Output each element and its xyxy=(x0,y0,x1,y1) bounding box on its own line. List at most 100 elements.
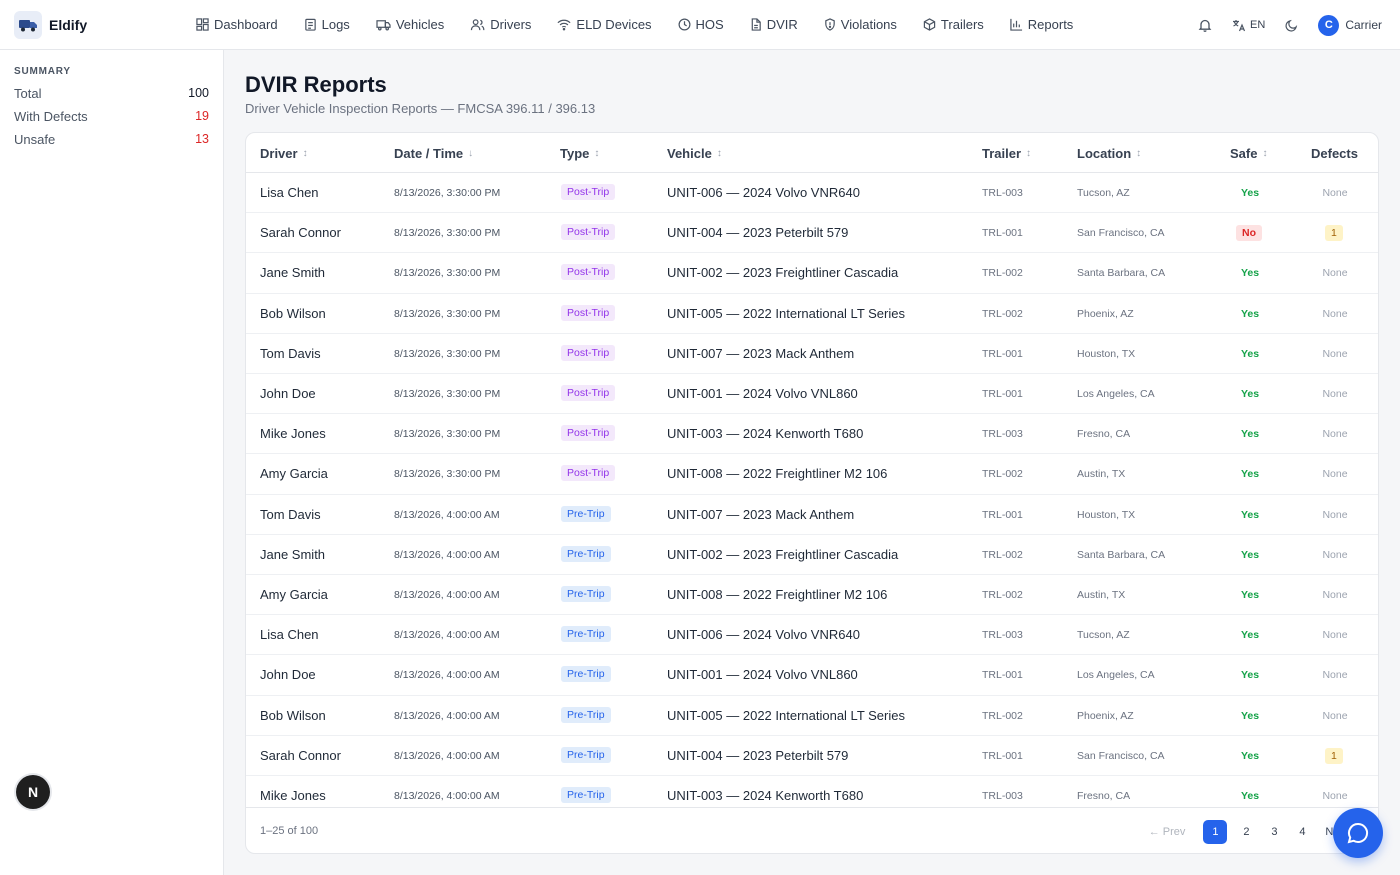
table-row[interactable]: Tom Davis 8/13/2026, 3:30:00 PM Post-Trip U… xyxy=(246,334,1378,374)
table-row[interactable]: Bob Wilson 8/13/2026, 3:30:00 PM Post-Trip… xyxy=(246,294,1378,334)
users-icon xyxy=(471,19,485,31)
defects-count: None xyxy=(1322,709,1348,722)
table-row[interactable]: Tom Davis 8/13/2026, 4:00:00 AM Pre-Trip UN… xyxy=(246,495,1378,535)
table-row[interactable]: Lisa Chen 8/13/2026, 4:00:00 AM Pre-Trip UN… xyxy=(246,615,1378,656)
cell-location: Santa Barbara, CA xyxy=(1077,548,1166,561)
nav-dashboard[interactable]: Dashboard xyxy=(196,17,278,32)
nav-reports[interactable]: Reports xyxy=(1010,17,1073,32)
page-button-3[interactable]: 3 xyxy=(1271,826,1278,838)
page-button-2[interactable]: 2 xyxy=(1243,826,1250,838)
nav-vehicles[interactable]: Vehicles xyxy=(376,17,444,32)
table-row[interactable]: Sarah Connor 8/13/2026, 3:30:00 PM Post-Tr… xyxy=(246,213,1378,254)
account-menu[interactable]: C Carrier xyxy=(1318,14,1382,36)
table-row[interactable]: Sarah Connor 8/13/2026, 4:00:00 AM Pre-Tri… xyxy=(246,736,1378,776)
cell-vehicle: UNIT-003 — 2024 Kenworth T680 xyxy=(667,788,864,803)
page-button-4[interactable]: 4 xyxy=(1299,826,1306,838)
nav-dvir[interactable]: DVIR xyxy=(750,17,798,32)
summary-total-value: 100 xyxy=(188,86,209,100)
header-driver[interactable]: Driver ↕ xyxy=(260,146,308,161)
dvir-table-card: Driver ↕ Date / Time ↓ Type ↕ Vehicle ↕ Trai… xyxy=(245,132,1379,854)
nextjs-dev-badge[interactable]: N xyxy=(16,775,50,809)
nav-trailers[interactable]: Trailers xyxy=(923,17,984,32)
summary-total-label: Total xyxy=(14,86,42,101)
nav-vehicles-label: Vehicles xyxy=(395,17,445,32)
table-row[interactable]: Amy Garcia 8/13/2026, 3:30:00 PM Post-Trip… xyxy=(246,454,1378,495)
cell-vehicle: UNIT-003 — 2024 Kenworth T680 xyxy=(667,426,864,442)
language-switcher[interactable]: EN xyxy=(1232,19,1265,32)
clock-icon xyxy=(678,18,691,31)
theme-toggle[interactable] xyxy=(1285,19,1298,32)
notifications-button[interactable] xyxy=(1198,18,1212,32)
cell-trailer: TRL-001 xyxy=(982,508,1023,521)
header-location[interactable]: Location ↕ xyxy=(1077,146,1141,161)
nav-eld-devices[interactable]: ELD Devices xyxy=(557,17,652,32)
defects-count: None xyxy=(1322,468,1348,481)
table-row[interactable]: Jane Smith 8/13/2026, 3:30:00 PM Post-Trip… xyxy=(246,253,1378,294)
summary-unsafe-label: Unsafe xyxy=(14,132,56,147)
header-trailer[interactable]: Trailer ↕ xyxy=(982,146,1031,161)
cell-driver: Lisa Chen xyxy=(260,627,319,643)
header-safe[interactable]: Safe ↕ xyxy=(1230,146,1267,161)
cell-datetime: 8/13/2026, 4:00:00 AM xyxy=(394,508,500,521)
shield-icon xyxy=(824,18,835,31)
page-title: DVIR Reports xyxy=(245,72,387,97)
header-datetime[interactable]: Date / Time ↓ xyxy=(394,146,473,161)
chat-button[interactable] xyxy=(1333,808,1383,858)
table-row[interactable]: Jane Smith 8/13/2026, 4:00:00 AM Pre-Trip U… xyxy=(246,535,1378,575)
cell-vehicle: UNIT-008 — 2022 Freightliner M2 106 xyxy=(667,587,888,602)
cell-vehicle: UNIT-005 — 2022 International LT Series xyxy=(667,305,905,321)
page-subtitle: Driver Vehicle Inspection Reports — FMCS… xyxy=(245,101,596,116)
cell-driver: Mike Jones xyxy=(260,788,326,803)
account-name: Carrier xyxy=(1345,18,1382,32)
table-row[interactable]: Lisa Chen 8/13/2026, 3:30:00 PM Post-Trip U… xyxy=(246,173,1378,214)
header-safe-label: Safe xyxy=(1230,146,1258,161)
table-row[interactable]: Mike Jones 8/13/2026, 4:00:00 AM Pre-Trip U… xyxy=(246,776,1378,807)
type-badge: Post-Trip xyxy=(561,224,616,241)
summary-title: SUMMARY xyxy=(14,66,71,77)
cell-datetime: 8/13/2026, 4:00:00 AM xyxy=(394,669,500,682)
cell-datetime: 8/13/2026, 4:00:00 AM xyxy=(394,709,500,722)
nav-violations[interactable]: Violations xyxy=(824,17,897,32)
cell-location: Santa Barbara, CA xyxy=(1077,267,1166,280)
table-footer: 1–25 of 100 ← Prev 1 2 3 4 Next xyxy=(246,807,1378,853)
table-row[interactable]: Bob Wilson 8/13/2026, 4:00:00 AM Pre-Trip U… xyxy=(246,696,1378,736)
table-row[interactable]: John Doe 8/13/2026, 3:30:00 PM Post-Trip UN… xyxy=(246,374,1378,415)
type-badge: Pre-Trip xyxy=(561,666,611,683)
safe-status: Yes xyxy=(1241,709,1260,722)
nav-logs[interactable]: Logs xyxy=(304,17,350,32)
cell-driver: Sarah Connor xyxy=(260,747,341,763)
safe-status: Yes xyxy=(1241,589,1260,601)
nav-trailers-label: Trailers xyxy=(940,17,984,32)
prev-page-button[interactable]: ← Prev xyxy=(1148,826,1186,838)
cell-trailer: TRL-001 xyxy=(982,669,1023,682)
nav-hos[interactable]: HOS xyxy=(678,17,724,32)
cell-location: Tucson, AZ xyxy=(1077,629,1130,642)
defects-count: None xyxy=(1322,428,1348,441)
cell-location: Los Angeles, CA xyxy=(1077,669,1155,682)
header-defects-label: Defects xyxy=(1311,146,1358,161)
sort-icon: ↕ xyxy=(1026,148,1032,159)
sort-icon: ↕ xyxy=(716,148,722,159)
sort-icon: ↕ xyxy=(594,148,600,159)
table-row[interactable]: Mike Jones 8/13/2026, 3:30:00 PM Post-Trip… xyxy=(246,414,1378,455)
header-type[interactable]: Type ↕ xyxy=(560,146,599,161)
table-row[interactable]: John Doe 8/13/2026, 4:00:00 AM Pre-Trip UNI… xyxy=(246,655,1378,696)
cell-driver: Tom Davis xyxy=(260,506,321,522)
language-label: EN xyxy=(1250,19,1266,31)
cell-driver: Tom Davis xyxy=(260,345,321,361)
sort-icon: ↕ xyxy=(1262,148,1268,159)
cell-datetime: 8/13/2026, 3:30:00 PM xyxy=(394,347,501,360)
brand[interactable]: Eldify xyxy=(14,10,184,39)
safe-status: Yes xyxy=(1241,428,1260,441)
chat-icon xyxy=(1347,822,1369,844)
type-badge: Post-Trip xyxy=(561,344,616,361)
table-row[interactable]: Amy Garcia 8/13/2026, 4:00:00 AM Pre-Trip U… xyxy=(246,575,1378,616)
defects-count: None xyxy=(1322,669,1348,682)
type-badge: Pre-Trip xyxy=(561,545,611,562)
cell-trailer: TRL-002 xyxy=(982,468,1023,481)
page-button-1[interactable]: 1 xyxy=(1203,820,1228,844)
header-vehicle[interactable]: Vehicle ↕ xyxy=(667,146,722,161)
cell-vehicle: UNIT-006 — 2024 Volvo VNR640 xyxy=(667,627,860,643)
truck-icon xyxy=(376,20,391,31)
nav-drivers[interactable]: Drivers xyxy=(470,17,531,32)
